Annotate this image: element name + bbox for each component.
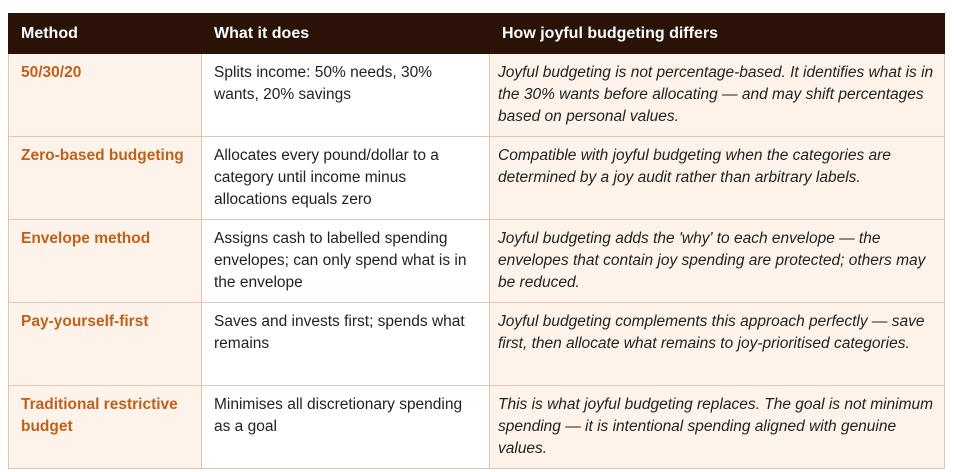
how-differs-cell: Joyful budgeting is not percentage-based… (489, 53, 945, 137)
how-differs-cell: Joyful budgeting adds the 'why' to each … (489, 219, 945, 303)
how-differs-cell: This is what joyful budgeting replaces. … (489, 385, 945, 469)
what-it-does-cell: Saves and invests first; spends what rem… (201, 302, 490, 386)
table-row: 50/30/20 Splits income: 50% needs, 30% w… (8, 53, 945, 137)
method-cell: 50/30/20 (8, 53, 202, 137)
table-row: Traditional restrictive budget Minimises… (8, 385, 945, 469)
header-what-it-does: What it does (201, 13, 490, 54)
table-row: Zero-based budgeting Allocates every pou… (8, 136, 945, 220)
method-cell: Zero-based budgeting (8, 136, 202, 220)
budgeting-methods-table: Method What it does How joyful budgeting… (8, 13, 945, 469)
what-it-does-cell: Minimises all discretionary spending as … (201, 385, 490, 469)
comparison-table-container: Method What it does How joyful budgeting… (8, 13, 945, 469)
what-it-does-cell: Allocates every pound/dollar to a catego… (201, 136, 490, 220)
how-differs-cell: Joyful budgeting complements this approa… (489, 302, 945, 386)
what-it-does-cell: Assigns cash to labelled spending envelo… (201, 219, 490, 303)
method-cell: Pay-yourself-first (8, 302, 202, 386)
table-row: Envelope method Assigns cash to labelled… (8, 219, 945, 303)
table-row: Pay-yourself-first Saves and invests fir… (8, 302, 945, 386)
table-body: 50/30/20 Splits income: 50% needs, 30% w… (8, 53, 945, 469)
header-row: Method What it does How joyful budgeting… (8, 13, 945, 54)
method-cell: Traditional restrictive budget (8, 385, 202, 469)
how-differs-cell: Compatible with joyful budgeting when th… (489, 136, 945, 220)
method-cell: Envelope method (8, 219, 202, 303)
what-it-does-cell: Splits income: 50% needs, 30% wants, 20%… (201, 53, 490, 137)
header-how-differs: How joyful budgeting differs (489, 13, 945, 54)
header-method: Method (8, 13, 202, 54)
table-header: Method What it does How joyful budgeting… (8, 13, 945, 54)
